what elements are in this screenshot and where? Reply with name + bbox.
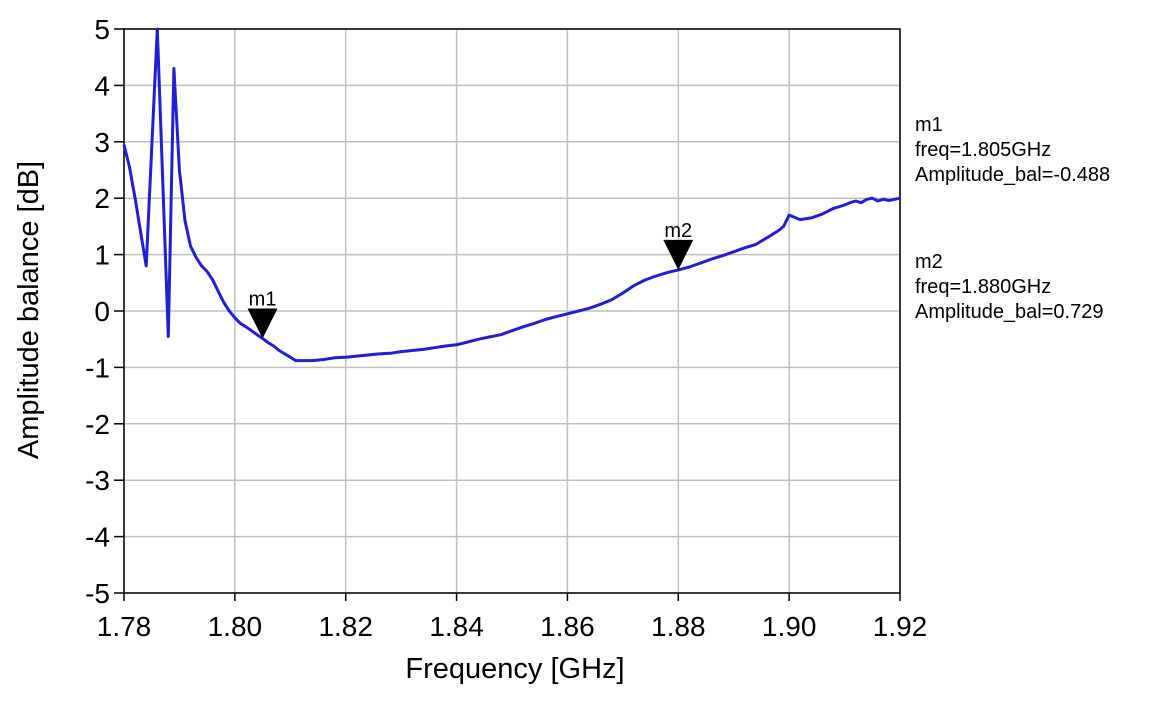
x-axis-label: Frequency [GHz] (405, 653, 624, 685)
y-tick-label: -1 (85, 352, 110, 383)
marker-m1-readout-line: m1 (915, 114, 943, 136)
x-tick-label: 1.84 (429, 611, 484, 642)
y-axis-ticks: 5 4 3 2 1 0 -1 -2 -3 -4 -5 (85, 14, 124, 609)
y-tick-label: 3 (94, 127, 110, 158)
marker-m2-label: m2 (664, 220, 692, 242)
y-axis-label: Amplitude balance [dB] (13, 161, 45, 459)
x-tick-label: 1.80 (208, 611, 263, 642)
y-tick-label: -2 (85, 409, 110, 440)
series-line (122, 27, 901, 363)
marker-m2-triangle (663, 239, 694, 270)
marker-readouts: m1 freq=1.805GHz Amplitude_bal=-0.488 m2 fre… (915, 114, 1110, 323)
marker-m2-readout-line: Amplitude_bal=0.729 (915, 301, 1103, 323)
x-tick-label: 1.82 (318, 611, 373, 642)
x-tick-label: 1.78 (97, 611, 152, 642)
y-tick-label: 4 (94, 70, 110, 101)
y-tick-label: -3 (85, 465, 110, 496)
y-tick-label: -4 (85, 522, 110, 553)
y-tick-label: 1 (94, 240, 110, 271)
marker-m1-label: m1 (249, 289, 277, 311)
y-tick-label: 0 (94, 296, 110, 327)
y-tick-label: 2 (94, 183, 110, 214)
x-axis-ticks: 1.78 1.80 1.82 1.84 1.86 1.88 1.90 1.92 (97, 593, 928, 642)
x-tick-label: 1.90 (762, 611, 817, 642)
marker-m2-readout-line: m2 (915, 251, 943, 273)
y-tick-label: -5 (85, 578, 110, 609)
marker-m1-triangle (247, 308, 278, 339)
marker-m2-readout-line: freq=1.880GHz (915, 276, 1051, 298)
marker-m1-readout-line: Amplitude_bal=-0.488 (915, 164, 1110, 186)
marker-m1-readout-line: freq=1.805GHz (915, 139, 1051, 161)
markers: m1 m2 (247, 220, 694, 339)
x-tick-label: 1.92 (873, 611, 928, 642)
x-tick-label: 1.88 (651, 611, 706, 642)
y-tick-label: 5 (94, 14, 110, 45)
x-tick-label: 1.86 (540, 611, 595, 642)
